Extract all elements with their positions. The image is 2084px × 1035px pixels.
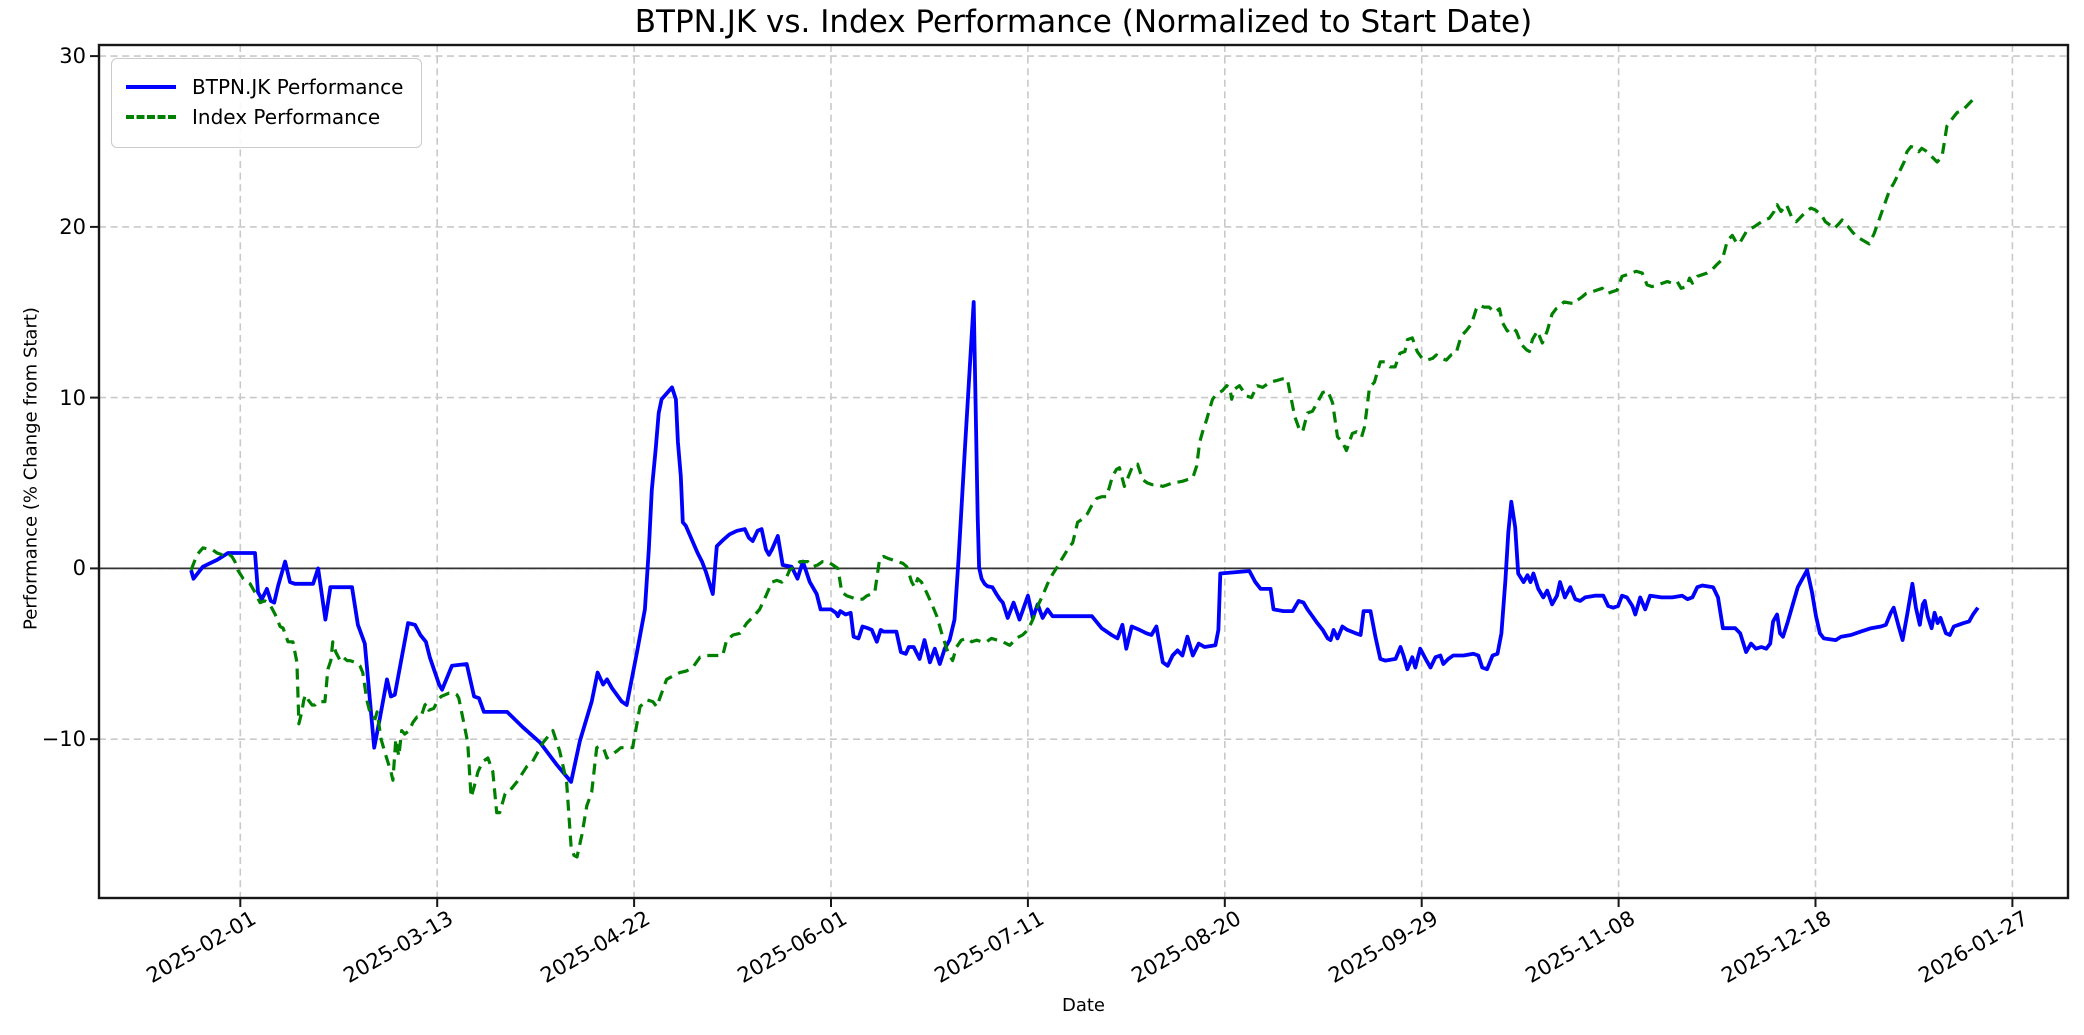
chart-title: BTPN.JK vs. Index Performance (Normalize…	[634, 4, 1533, 40]
y-tick-label: −10	[41, 727, 86, 752]
dashed-line-sample-icon	[126, 115, 176, 119]
legend-label-btpn: BTPN.JK Performance	[192, 75, 404, 99]
plot-border	[97, 43, 2070, 900]
y-tick-label: 0	[72, 556, 86, 581]
solid-line-sample-icon	[126, 85, 176, 89]
y-axis-label: Performance (% Change from Start)	[20, 307, 42, 630]
legend-label-index: Index Performance	[192, 105, 381, 129]
index-series-line	[189, 94, 1979, 859]
legend: BTPN.JK Performance Index Performance	[111, 58, 423, 148]
x-axis-label: Date	[1061, 995, 1106, 1016]
y-tick-label: 10	[59, 385, 86, 410]
y-tick-label: 30	[59, 44, 86, 69]
btpn-series-line	[189, 300, 1980, 784]
legend-item-btpn: BTPN.JK Performance	[126, 75, 403, 99]
legend-item-index: Index Performance	[126, 105, 403, 129]
y-tick-label: 20	[59, 214, 86, 239]
